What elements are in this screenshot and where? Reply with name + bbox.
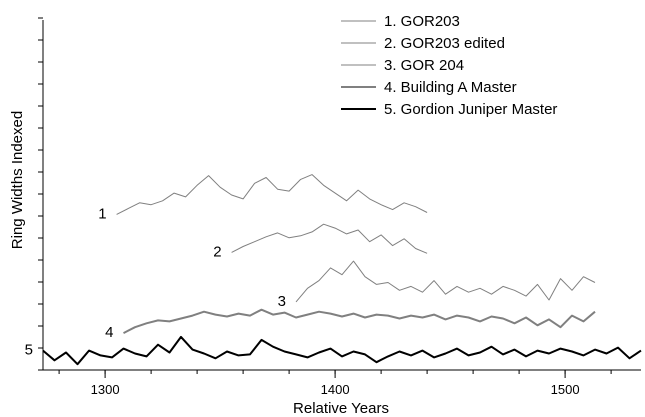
legend-label-3: 3. GOR 204: [384, 57, 464, 74]
series-number-label-4: 4: [105, 324, 113, 341]
legend-label-1: 1. GOR203: [384, 13, 460, 30]
x-tick-label: 1300: [91, 382, 120, 397]
legend: 1. GOR203 2. GOR203 edited 3. GOR 204 4. Bu…: [341, 13, 557, 118]
legend-label-5: 5. Gordion Juniper Master: [384, 101, 557, 118]
series-line-3: [295, 260, 596, 303]
axes: 1300 1400 1500: [38, 17, 641, 397]
x-tick-label: 1400: [321, 382, 350, 397]
series-number-label-1: 1: [98, 205, 106, 222]
series-line-1: [116, 174, 428, 215]
x-tick-label: 1500: [551, 382, 580, 397]
series-line-5: [42, 335, 642, 366]
legend-label-4: 4. Building A Master: [384, 79, 517, 96]
series-number-label-5: 5: [25, 342, 33, 359]
y-axis-label: Ring Widths Indexed: [9, 111, 26, 249]
series-line-4: [123, 308, 596, 334]
x-axis-label: Relative Years: [293, 400, 389, 417]
series-layer: 1 2 3 4 5: [25, 174, 642, 366]
series-number-label-2: 2: [213, 243, 221, 260]
legend-label-2: 2. GOR203 edited: [384, 35, 505, 52]
series-line-2: [231, 223, 428, 254]
series-number-label-3: 3: [278, 293, 286, 310]
